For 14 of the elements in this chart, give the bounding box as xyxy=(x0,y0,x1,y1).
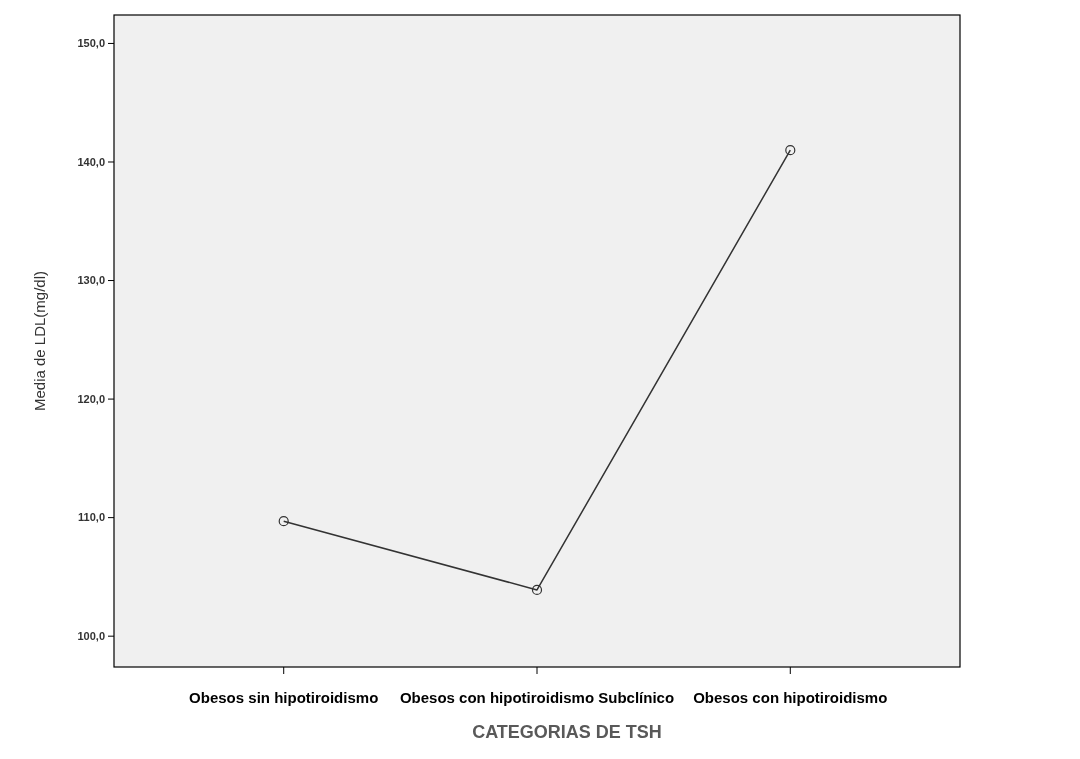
point xyxy=(531,584,543,596)
y-tick-label: 140,0 xyxy=(77,155,105,168)
y-axis-title: Media de LDL(mg/dl) xyxy=(31,270,48,412)
x-tick-label: Obesos con hipotiroidismo xyxy=(693,689,888,706)
x-tick-label: Obesos con hipotiroidismo Subclínico xyxy=(399,689,675,706)
point xyxy=(278,516,289,527)
y-tick-label: 130,0 xyxy=(77,274,105,287)
y-tick-label: 100,0 xyxy=(77,630,105,643)
x-tick-label: Obesos sin hipotiroidismo xyxy=(189,689,379,706)
y-tick-label: 110,0 xyxy=(78,511,105,524)
y-tick-label: 120,0 xyxy=(77,392,105,405)
point xyxy=(785,145,796,156)
y-tick-label: 150,0 xyxy=(77,37,105,50)
x-axis-title: CATEGORIAS DE TSH xyxy=(472,722,662,742)
